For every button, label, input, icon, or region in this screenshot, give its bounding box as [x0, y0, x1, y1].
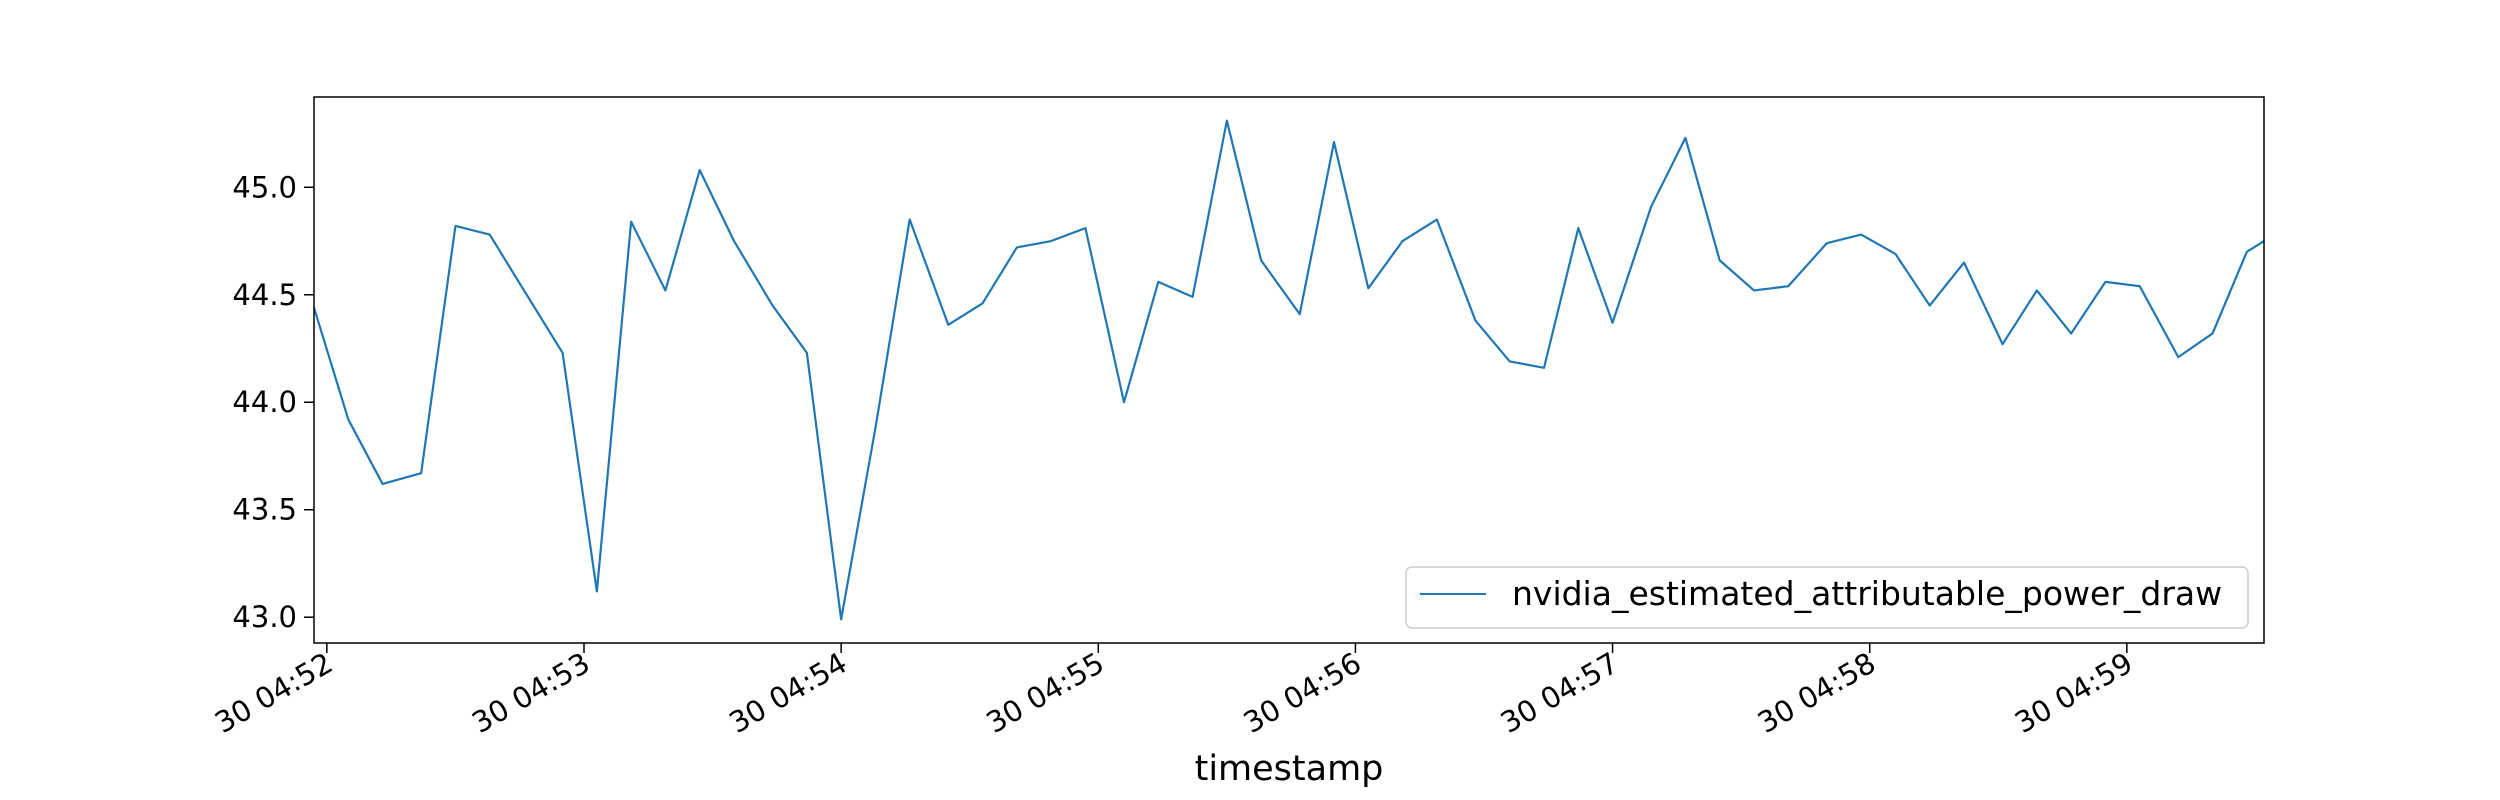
y-tick-label: 44.0: [232, 385, 297, 419]
legend-label: nvidia_estimated_attributable_power_draw: [1512, 574, 2222, 613]
y-tick-label: 43.5: [232, 493, 297, 527]
plot-area-frame: [313, 96, 2265, 644]
x-axis-label: timestamp: [1195, 749, 1384, 789]
legend: nvidia_estimated_attributable_power_draw: [1405, 566, 2249, 629]
y-axis: 43.0 43.5 44.0 44.5 45.0: [232, 170, 314, 634]
y-tick-label: 43.0: [232, 600, 297, 634]
y-tick-label: 44.5: [232, 278, 297, 312]
y-tick-label: 45.0: [232, 170, 297, 204]
series-line-0: [314, 119, 2264, 621]
legend-box: [1405, 566, 2249, 629]
